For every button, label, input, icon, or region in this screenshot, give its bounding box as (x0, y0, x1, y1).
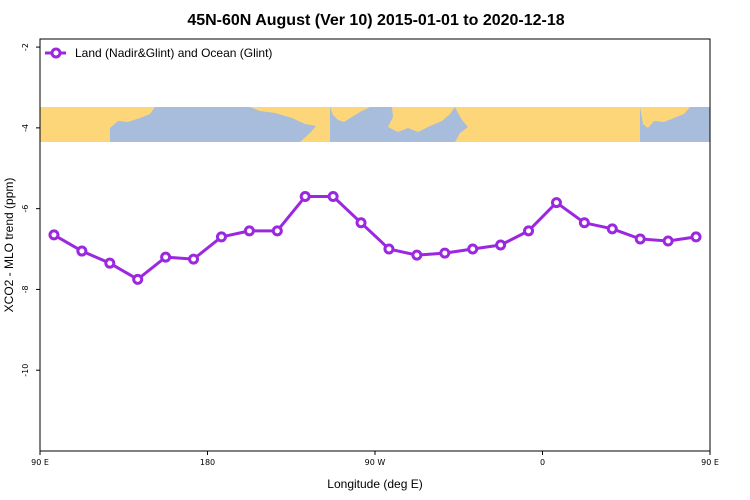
legend-marker (50, 47, 62, 59)
data-point (523, 225, 535, 237)
data-point (188, 253, 200, 265)
data-point (48, 229, 60, 241)
data-point (299, 191, 311, 203)
data-point (355, 217, 367, 229)
map-band (40, 107, 710, 142)
data-point (411, 249, 423, 261)
data-point (243, 225, 255, 237)
data-point (160, 251, 172, 263)
data-point (662, 235, 674, 247)
data-point (495, 239, 507, 251)
x-axis-label: Longitude (deg E) (327, 477, 422, 491)
series-line (53, 195, 697, 281)
y-tick-label: -4 (21, 124, 30, 132)
legend-label: Land (Nadir&Glint) and Ocean (Glint) (75, 46, 272, 60)
chart-title: 45N-60N August (Ver 10) 2015-01-01 to 20… (187, 12, 564, 29)
data-point (132, 273, 144, 285)
map-land (40, 107, 690, 142)
data-point (550, 197, 562, 209)
series-layer (48, 191, 702, 285)
data-point (467, 243, 479, 255)
y-tick-label: -8 (21, 285, 30, 293)
data-point (606, 223, 618, 235)
data-point (578, 217, 590, 229)
data-point (271, 225, 283, 237)
x-tick-label: 90 W (365, 458, 386, 467)
y-tick-label: -10 (21, 364, 30, 377)
data-point (215, 231, 227, 243)
data-point (327, 191, 339, 203)
y-tick-label: -2 (21, 43, 30, 51)
legend: Land (Nadir&Glint) and Ocean (Glint) (45, 46, 272, 60)
x-tick-label: 90 E (31, 458, 49, 467)
x-ticks: 90 E 180 90 W 0 90 E (31, 451, 719, 467)
y-axis-label: XCO2 - MLO trend (ppm) (2, 178, 16, 313)
data-point (104, 257, 116, 269)
data-point (690, 231, 702, 243)
y-tick-label: -6 (21, 205, 30, 213)
data-point (439, 247, 451, 259)
data-point (383, 243, 395, 255)
data-point (76, 245, 88, 257)
data-point (634, 233, 646, 245)
y-ticks: -2 -4 -6 -8 -10 (21, 43, 40, 377)
x-tick-label: 0 (540, 458, 545, 467)
x-tick-label: 90 E (701, 458, 719, 467)
plot-frame (39, 38, 711, 452)
x-tick-label: 180 (200, 458, 215, 467)
